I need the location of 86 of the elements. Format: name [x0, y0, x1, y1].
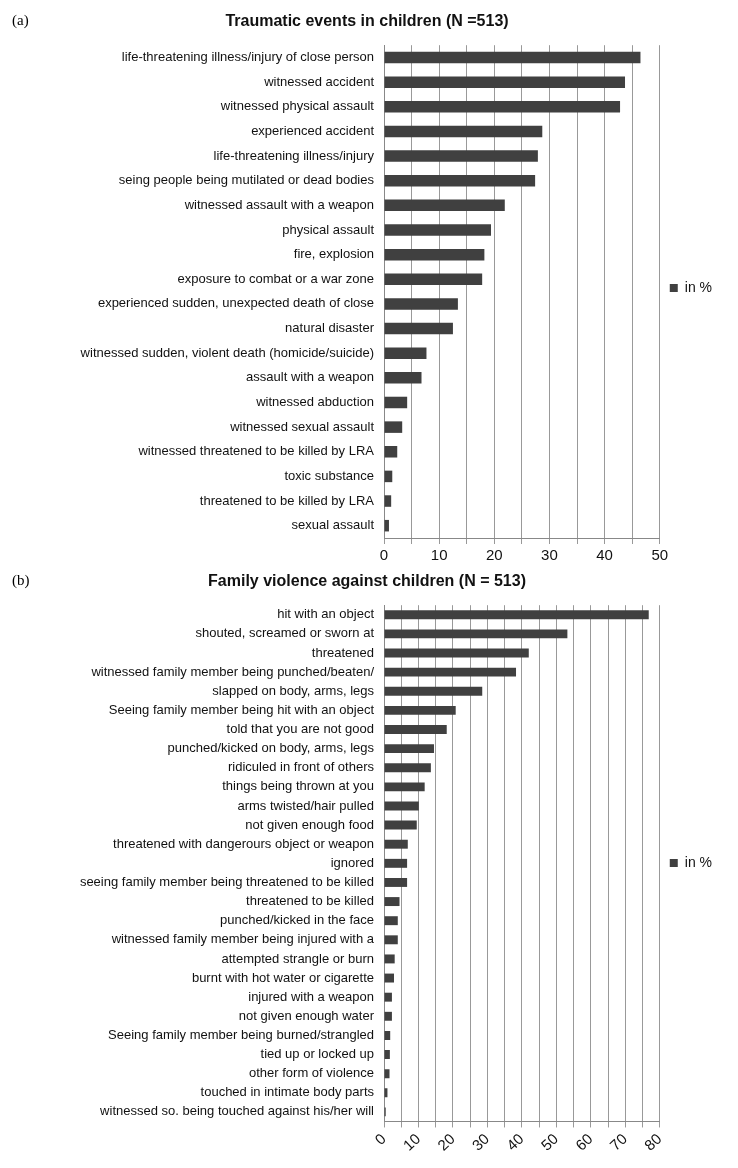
- y-tick-label: witnessed accident: [263, 73, 375, 89]
- y-tick-label: physical assault: [282, 221, 375, 237]
- y-tick-label: experienced accident: [251, 123, 375, 139]
- bar: [384, 76, 626, 88]
- bar: [384, 224, 491, 236]
- bar: [384, 51, 641, 64]
- y-tick-label: Seeing family member being hit with an object: [108, 701, 375, 717]
- bar: [384, 495, 392, 507]
- y-tick-label: witnessed family member being punched/beaten/: [90, 663, 375, 679]
- y-tick-label: life-threatening illness/injury of close person: [121, 49, 374, 65]
- y-tick-label: threatened: [311, 644, 374, 660]
- x-tick-label: 0: [379, 546, 389, 564]
- y-tick-label: ridiculed in front of others: [228, 759, 375, 775]
- y-tick-label: fire, explosion: [293, 246, 374, 262]
- y-tick-label: life-threatening illness/injury: [213, 147, 375, 163]
- x-tick-label: 10: [430, 546, 448, 564]
- y-tick-label: ignored: [330, 854, 374, 870]
- y-tick-label: other form of violence: [248, 1065, 374, 1081]
- x-tick-label: 80: [640, 1129, 665, 1154]
- x-tick-label: 30: [468, 1129, 493, 1154]
- y-tick-label: told that you are not good: [226, 721, 374, 737]
- y-tick-label: seeing family member being threatened to be killed: [79, 874, 374, 890]
- chart-title: Traumatic events in children (N =513): [225, 12, 509, 30]
- x-tick-label: 40: [502, 1129, 527, 1154]
- legend-label: in %: [684, 278, 712, 295]
- bar: [384, 101, 621, 113]
- y-tick-label: witnessed physical assault: [219, 98, 375, 114]
- x-tick-label: 60: [571, 1129, 596, 1154]
- y-tick-label: hit with an object: [277, 606, 375, 622]
- bar: [384, 372, 422, 384]
- y-tick-label: experienced sudden, unexpected death of close: [97, 295, 374, 311]
- y-tick-label: exposure to combat or a war zone: [177, 270, 374, 286]
- bar: [384, 322, 453, 335]
- y-tick-label: seing people being mutilated or dead bodies: [118, 172, 375, 188]
- y-tick-label: punched/kicked in the face: [220, 912, 374, 928]
- y-tick-label: witnessed assault with a weapon: [183, 196, 374, 212]
- y-tick-label: sexual assault: [291, 517, 375, 533]
- bar: [384, 174, 536, 187]
- y-tick-label: slapped on body, arms, legs: [212, 682, 375, 698]
- y-tick-label: shouted, screamed or sworn at: [195, 625, 375, 641]
- y-tick-label: not given enough food: [245, 816, 374, 832]
- bar: [384, 125, 543, 138]
- y-tick-label: threatened to be killed: [246, 893, 374, 909]
- x-tick-label: 10: [399, 1129, 424, 1154]
- x-tick-label: 20: [485, 546, 503, 564]
- bar: [384, 273, 483, 286]
- text: (a): [12, 12, 29, 29]
- y-tick-label: injured with a weapon: [248, 988, 374, 1004]
- y-tick-label: arms twisted/hair pulled: [237, 797, 374, 813]
- y-tick-label: touched in intimate body parts: [200, 1084, 375, 1100]
- x-tick-label: 0: [371, 1129, 389, 1148]
- y-tick-label: witnessed sexual assault: [229, 418, 375, 434]
- text: (b): [12, 572, 30, 589]
- y-tick-label: attempted strangle or burn: [221, 950, 374, 966]
- y-tick-label: tied up or locked up: [260, 1046, 374, 1062]
- bar: [384, 347, 427, 359]
- y-tick-label: not given enough water: [238, 1007, 375, 1023]
- bar: [384, 421, 403, 433]
- y-tick-label: witnessed sudden, violent death (homicide/suicide): [79, 344, 374, 360]
- bar: [384, 150, 538, 162]
- y-tick-label: witnessed so. being touched against his/her will: [99, 1103, 375, 1119]
- y-tick-label: witnessed threatened to be killed by LRA: [137, 443, 375, 459]
- bar: [384, 199, 505, 212]
- y-tick-label: burnt with hot water or cigarette: [191, 969, 374, 985]
- legend-label: in %: [684, 853, 712, 870]
- x-tick-label: 70: [606, 1129, 631, 1154]
- y-tick-label: Seeing family member being burned/strangled: [108, 1026, 374, 1042]
- bar: [384, 396, 408, 409]
- y-tick-label: witnessed family member being injured with a: [110, 931, 375, 947]
- y-tick-label: witnessed abduction: [255, 394, 374, 410]
- x-tick-label: 40: [596, 546, 613, 564]
- x-tick-label: 20: [434, 1129, 458, 1154]
- bar: [384, 298, 458, 310]
- y-tick-label: threatened with dangerours object or weapon: [113, 835, 374, 851]
- y-tick-label: assault with a weapon: [246, 369, 374, 385]
- x-tick-label: 50: [651, 546, 669, 564]
- bar: [384, 248, 485, 261]
- y-tick-label: threatened to be killed by LRA: [199, 492, 375, 508]
- x-tick-label: 30: [541, 546, 558, 564]
- chart-title: Family violence against children (N = 513): [208, 572, 526, 590]
- y-tick-label: toxic substance: [284, 467, 374, 483]
- bar: [384, 446, 398, 458]
- y-tick-label: punched/kicked on body, arms, legs: [167, 740, 375, 756]
- x-tick-label: 50: [537, 1129, 562, 1154]
- y-tick-label: natural disaster: [285, 320, 375, 336]
- y-tick-label: things being thrown at you: [222, 778, 374, 794]
